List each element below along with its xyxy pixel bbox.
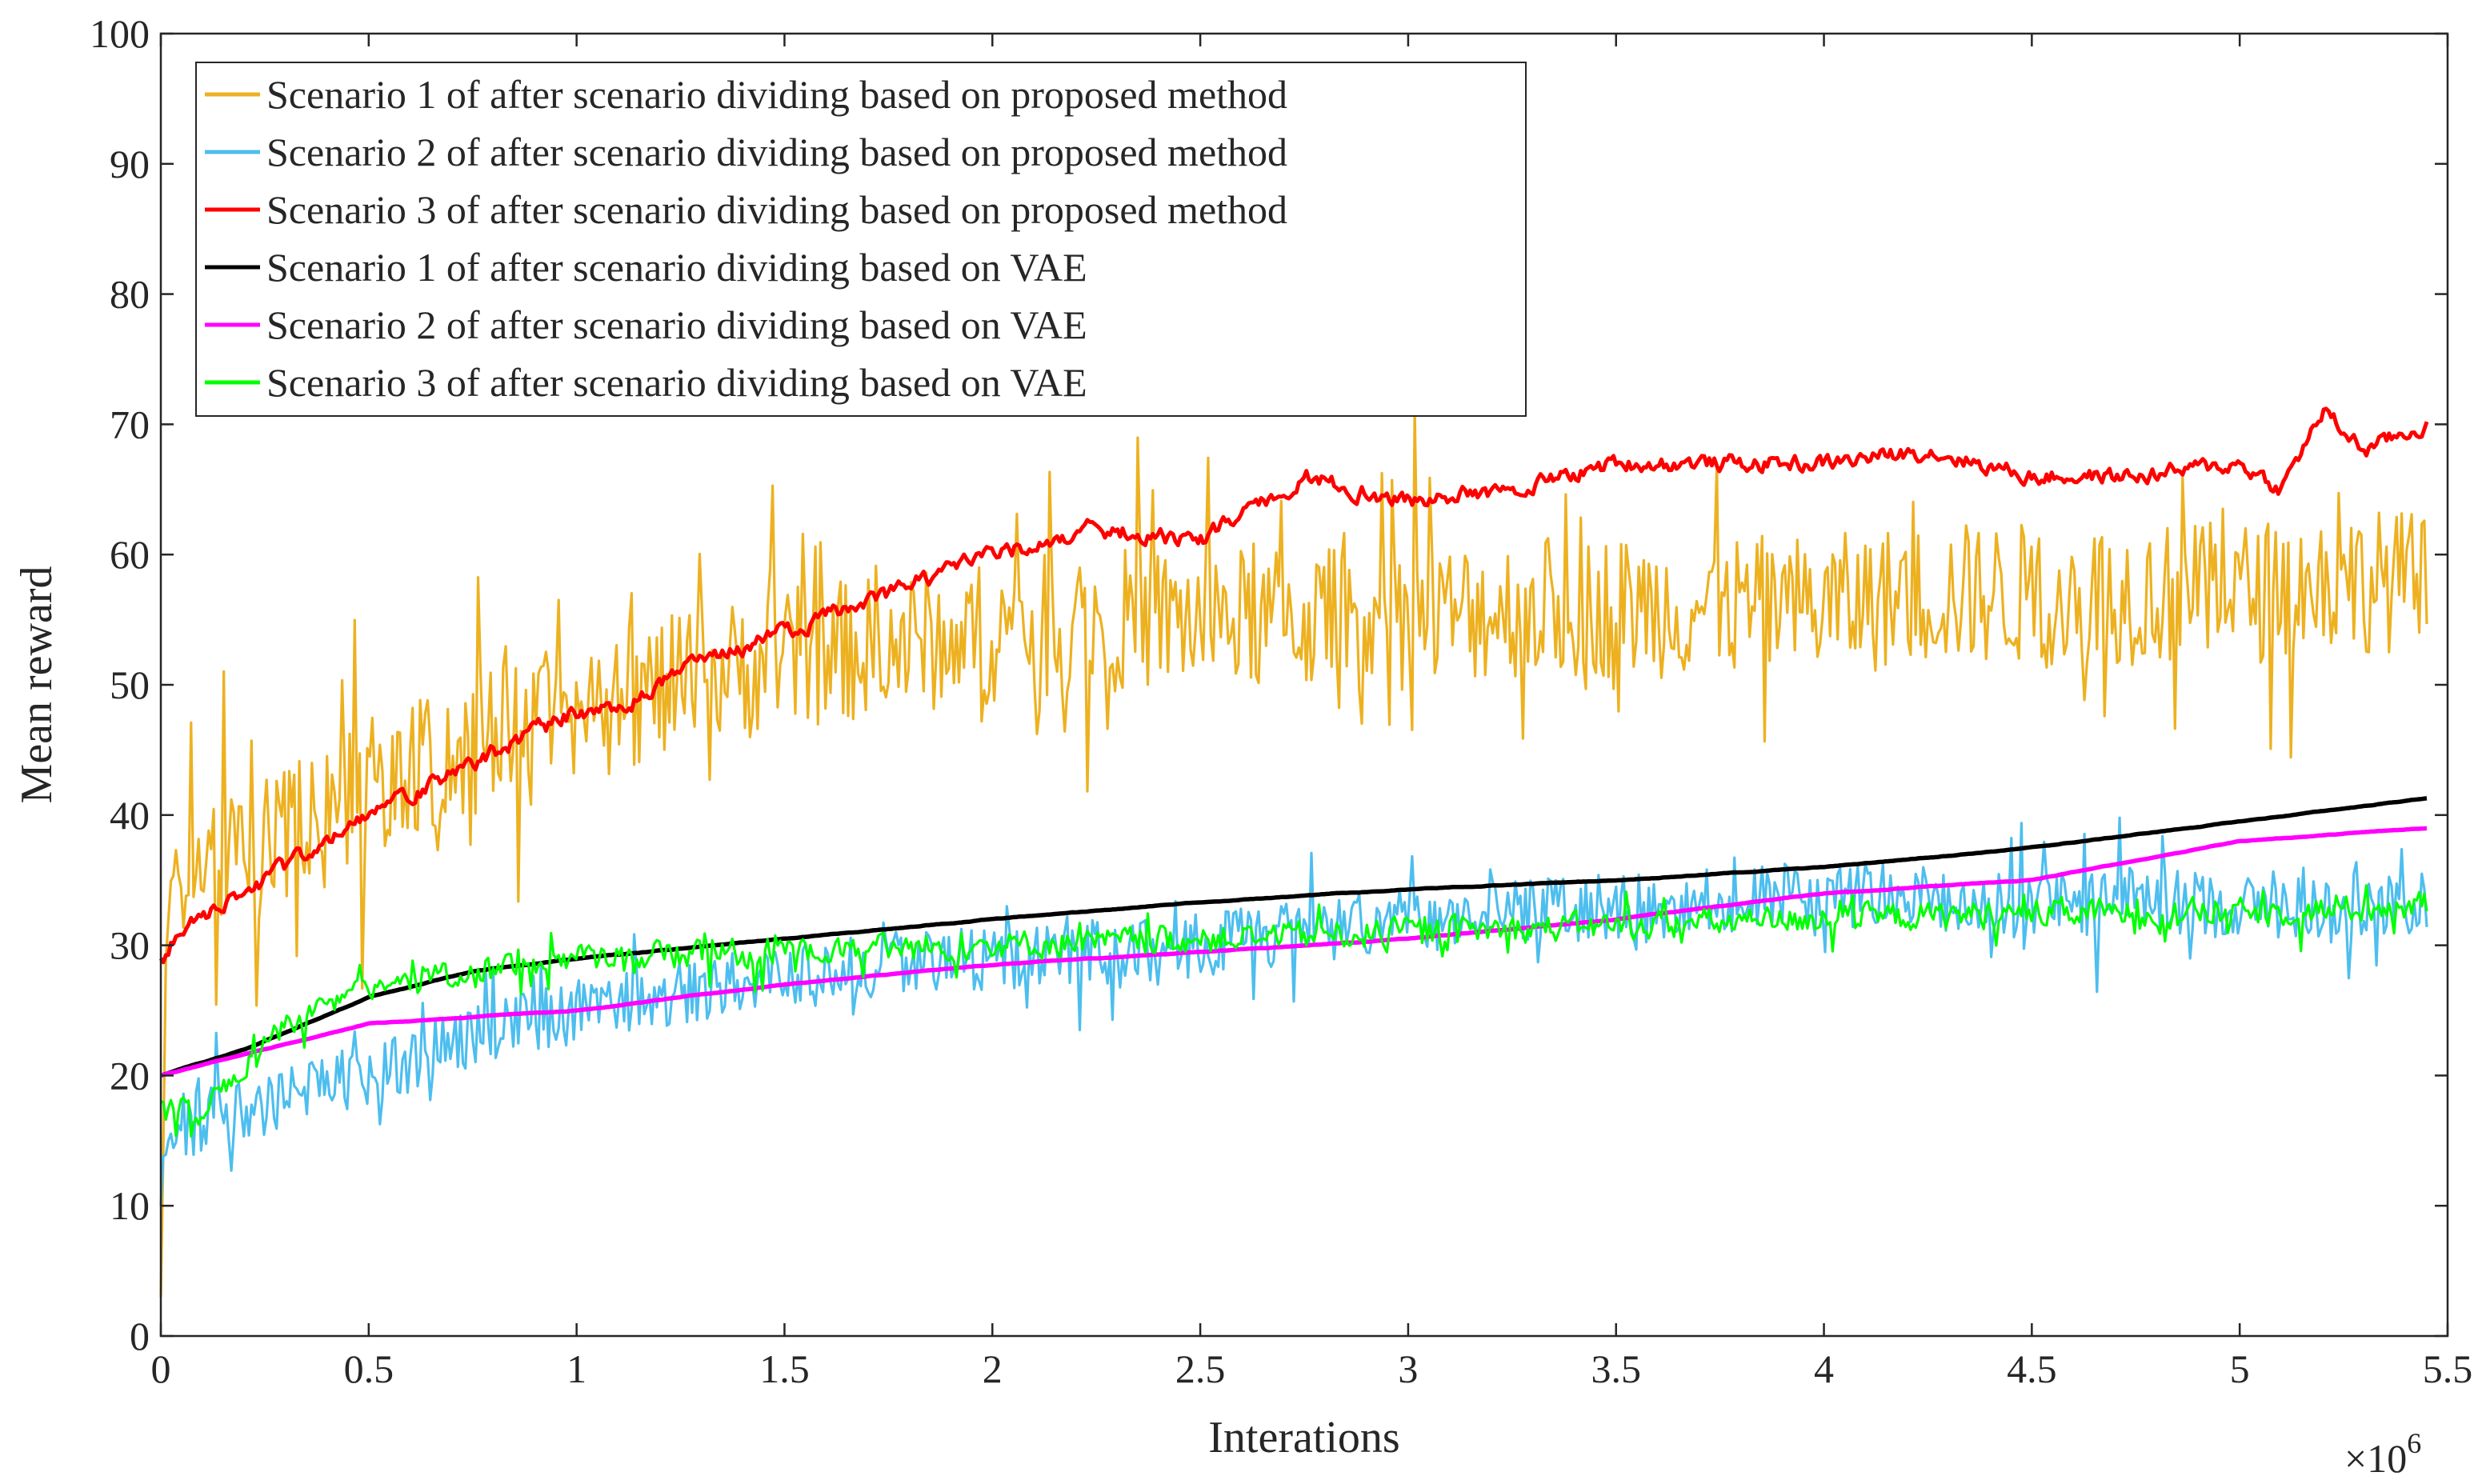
x-tick-label: 1 <box>566 1346 586 1391</box>
x-tick-label: 4.5 <box>2007 1346 2057 1391</box>
x-tick-label: 0.5 <box>344 1346 394 1391</box>
y-tick-label: 80 <box>110 272 150 317</box>
y-tick-label: 0 <box>130 1314 150 1358</box>
x-scale-exponent: 6 <box>2407 1427 2421 1459</box>
legend: Scenario 1 of after scenario dividing ba… <box>195 62 1527 417</box>
x-scale-base: ×10 <box>2344 1436 2407 1481</box>
x-tick-label: 3.5 <box>1591 1346 1641 1391</box>
legend-label-1: Scenario 1 of after scenario dividing ba… <box>266 72 1287 117</box>
x-tick-label: 2.5 <box>1175 1346 1226 1391</box>
x-tick-label: 1.5 <box>759 1346 810 1391</box>
y-tick-label: 60 <box>110 532 150 577</box>
series-line-3 <box>158 406 2429 965</box>
legend-label-4: Scenario 1 of after scenario dividing ba… <box>266 245 1087 290</box>
x-scale-multiplier: ×106 <box>2344 1427 2421 1481</box>
legend-label-5: Scenario 2 of after scenario dividing ba… <box>266 302 1087 347</box>
y-tick-label: 100 <box>90 11 150 56</box>
y-tick-label: 70 <box>110 402 150 446</box>
legend-label-6: Scenario 3 of after scenario dividing ba… <box>266 360 1087 405</box>
x-tick-label: 4 <box>1814 1346 1834 1391</box>
y-tick-label: 20 <box>110 1053 150 1098</box>
x-tick-label: 2 <box>983 1346 1003 1391</box>
legend-label-2: Scenario 2 of after scenario dividing ba… <box>266 130 1287 174</box>
series-line-6 <box>160 884 2428 1138</box>
y-tick-label: 30 <box>110 923 150 968</box>
series-line-5 <box>160 826 2428 1078</box>
y-tick-label: 50 <box>110 662 150 707</box>
series-layer <box>158 406 2429 1298</box>
x-tick-label: 0 <box>151 1346 171 1391</box>
legend-label-3: Scenario 3 of after scenario dividing ba… <box>266 187 1287 232</box>
y-tick-label: 10 <box>110 1183 150 1228</box>
axis-ticks: 0 0.5 1 1.5 2 2.5 3 3.5 4 4.5 5 5.5 0 10 20 30 40 50 60 70 8… <box>90 11 2472 1391</box>
x-axis-label: Interations <box>1208 1413 1399 1462</box>
y-axis-label: Mean reward <box>12 566 62 804</box>
series-line-2 <box>159 816 2428 1206</box>
x-tick-label: 3 <box>1398 1346 1418 1391</box>
legend-box <box>195 62 1527 417</box>
series-line-1 <box>159 407 2428 1298</box>
y-tick-label: 90 <box>110 142 150 186</box>
x-tick-label: 5.5 <box>2423 1346 2473 1391</box>
y-tick-label: 40 <box>110 793 150 838</box>
x-tick-label: 5 <box>2230 1346 2250 1391</box>
